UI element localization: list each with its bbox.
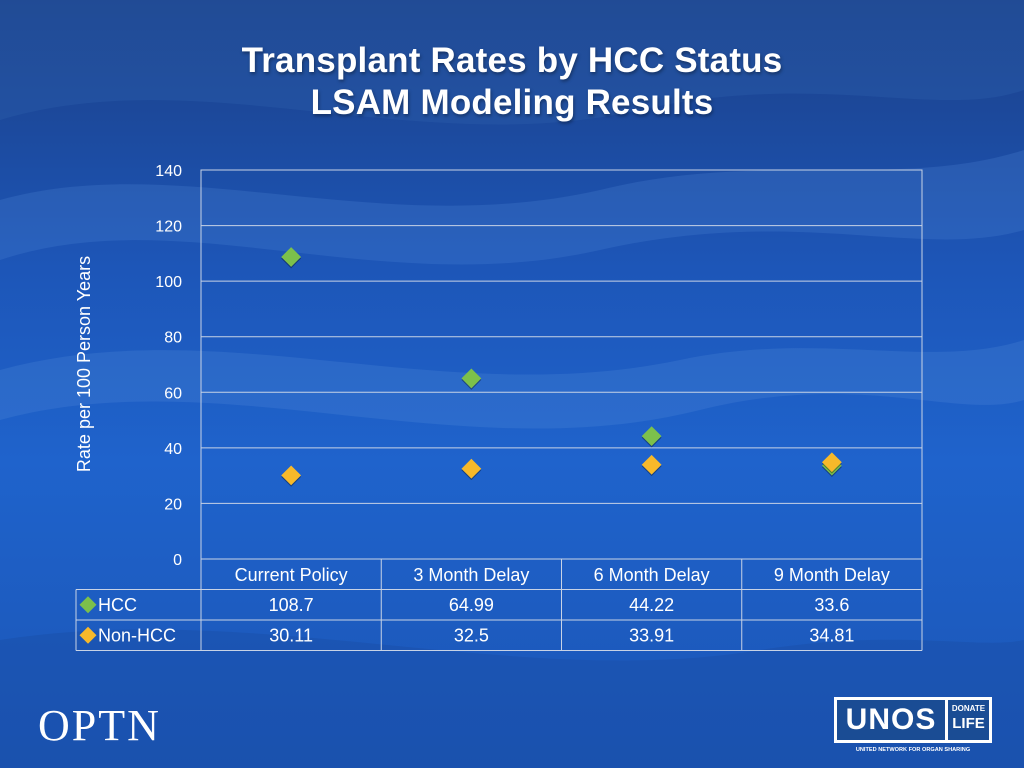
data-point: [641, 454, 662, 477]
y-tick-label: 20: [164, 496, 182, 513]
y-tick-label: 120: [155, 219, 182, 236]
unos-logo: UNOS DONATE LIFE UNITED NETWORK FOR ORGA…: [834, 697, 992, 759]
gridlines: [200, 169, 923, 560]
data-points: [281, 247, 842, 487]
y-tick-label: 60: [164, 385, 182, 402]
x-category-label: 3 Month Delay: [413, 565, 529, 585]
data-point: [461, 458, 482, 481]
x-category-label: Current Policy: [235, 565, 348, 585]
data-point-marker: [461, 368, 482, 389]
data-point: [281, 465, 302, 487]
legend-series-name: HCC: [98, 595, 137, 615]
donate-life-logo: DONATE LIFE: [948, 700, 989, 740]
y-tick-label: 0: [173, 552, 182, 569]
legend-marker: [79, 626, 97, 644]
data-point-marker: [641, 426, 662, 447]
data-table: Current Policy 3 Month Delay 6 Month Delay…: [75, 559, 923, 651]
data-point: [281, 247, 302, 269]
plot-area: [200, 169, 923, 560]
y-axis-label: Rate per 100 Person Years: [74, 256, 94, 472]
donate-life-line-1: DONATE: [951, 704, 986, 713]
x-category-label: 6 Month Delay: [594, 565, 710, 585]
title-line-2: LSAM Modeling Results: [310, 83, 714, 122]
y-tick-label: 140: [155, 163, 182, 180]
legend-series-name: Non-HCC: [98, 625, 176, 645]
y-tick-label: 40: [164, 441, 182, 458]
data-table-value: 34.81: [809, 625, 854, 645]
data-table-value: 108.7: [269, 595, 314, 615]
data-point: [461, 368, 482, 390]
slide-title: Transplant Rates by HCC Status LSAM Mode…: [0, 40, 1024, 124]
data-point: [641, 426, 662, 448]
data-table-value: 30.11: [269, 625, 313, 645]
y-tick-label: 80: [164, 330, 182, 347]
data-table-value: 64.99: [449, 595, 494, 615]
optn-logo: OPTN: [38, 701, 161, 750]
x-category-label: 9 Month Delay: [774, 565, 890, 585]
data-table-value: 33.6: [814, 595, 849, 615]
donate-life-line-2: LIFE: [952, 715, 985, 732]
data-table-value: 33.91: [629, 625, 674, 645]
data-point-marker: [821, 452, 842, 473]
y-tick-label: 100: [155, 274, 182, 291]
unos-logo-text: UNOS: [837, 700, 945, 740]
y-axis: 0 20 40 60 80 100 120 140: [155, 163, 182, 569]
data-point-marker: [641, 454, 662, 475]
data-point-marker: [281, 247, 302, 267]
data-point: [821, 452, 842, 474]
data-point-marker: [281, 465, 302, 486]
data-table-value: 32.5: [454, 625, 489, 645]
title-line-1: Transplant Rates by HCC Status: [241, 41, 783, 80]
unos-tagline: UNITED NETWORK FOR ORGAN SHARING: [855, 747, 971, 753]
data-point-marker: [461, 458, 482, 479]
legend-marker: [79, 596, 97, 614]
data-table-value: 44.22: [629, 595, 674, 615]
